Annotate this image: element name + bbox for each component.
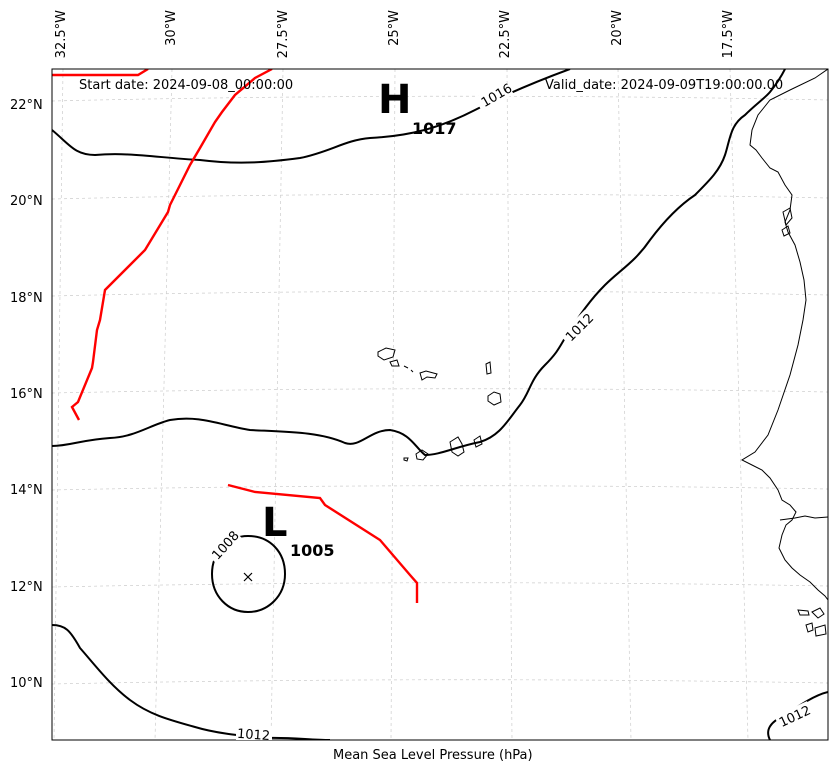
track-north — [52, 69, 273, 421]
low-pressure-value: 1005 — [290, 541, 335, 560]
lat-label: 14°N — [10, 483, 43, 498]
lat-label: 20°N — [10, 194, 43, 209]
coastlines — [377, 69, 828, 637]
valid-date-label: Valid_date: 2024-09-09T19:00:00.00 — [545, 78, 784, 93]
isobar-1012-south — [52, 624, 331, 740]
lon-label: 20°W — [610, 10, 625, 46]
start-date-label: Start date: 2024-09-08_00:00:00 — [79, 78, 294, 93]
graticule — [52, 69, 828, 740]
lon-label: 22.5°W — [498, 10, 513, 59]
pressure-centers: H 1017 L 1005 — [243, 77, 457, 582]
low-pressure-symbol: L — [262, 500, 288, 546]
isobar-1016 — [52, 69, 571, 164]
lon-label: 27.5°W — [276, 10, 291, 59]
lon-label: 25°W — [387, 10, 402, 46]
contour-label: 1012 — [236, 727, 270, 744]
isobars — [52, 69, 828, 740]
lat-label: 22°N — [10, 98, 43, 113]
low-center-marker — [243, 572, 253, 582]
track-south — [227, 483, 419, 603]
lon-label: 17.5°W — [721, 10, 736, 59]
high-pressure-value: 1017 — [412, 119, 457, 138]
contour-label: 1012 — [563, 311, 597, 345]
lat-label: 16°N — [10, 387, 43, 402]
lat-label: 12°N — [10, 580, 43, 595]
high-pressure-symbol: H — [378, 77, 411, 123]
lon-label: 32.5°W — [54, 10, 69, 59]
storm-tracks — [52, 69, 419, 603]
lat-label: 10°N — [10, 676, 43, 691]
map-frame — [51, 68, 829, 741]
isobar-1012-north — [52, 69, 786, 457]
lat-label: 18°N — [10, 291, 43, 306]
map-title: Mean Sea Level Pressure (hPa) — [333, 748, 533, 763]
lon-label: 30°W — [164, 10, 179, 46]
